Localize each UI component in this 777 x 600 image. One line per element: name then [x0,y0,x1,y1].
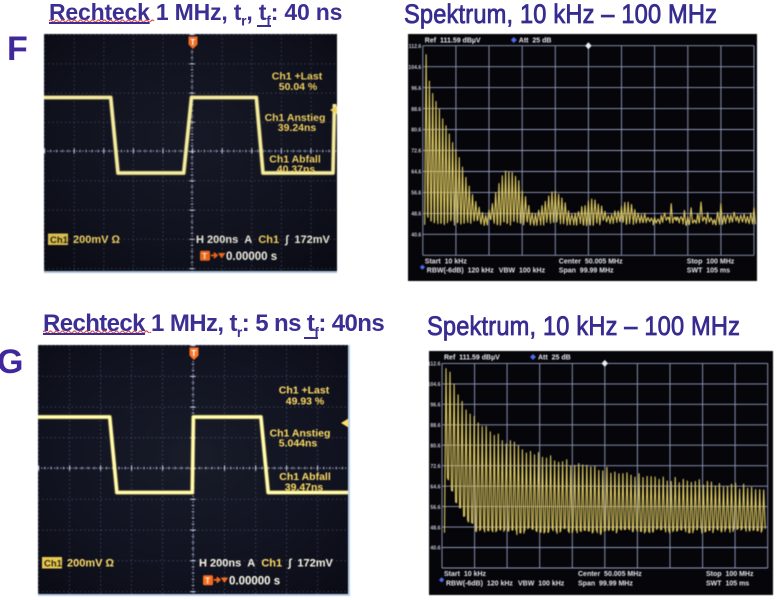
svg-text:48.6: 48.6 [430,525,440,531]
svg-text:40.6: 40.6 [430,546,440,552]
svg-text:RBW(-6dB) 120 kHz: RBW(-6dB) 120 kHz [446,580,513,587]
svg-text:5.044ns: 5.044ns [279,438,318,450]
svg-text:Center 50.005 MHz: Center 50.005 MHz [578,571,642,578]
svg-text:Span 99.99 MHz: Span 99.99 MHz [559,268,614,275]
svg-text:88.6: 88.6 [411,107,421,113]
svg-text:Start 10 kHz: Start 10 kHz [425,258,468,265]
svg-text:Ch1 Abfall: Ch1 Abfall [279,471,331,483]
svg-text:112.6: 112.6 [429,362,441,368]
svg-text:RBW(-6dB) 120 kHz: RBW(-6dB) 120 kHz [427,268,494,275]
svg-text:Ch1 Anstieg: Ch1 Anstieg [265,112,326,124]
svg-text:Center 50.005 MHz: Center 50.005 MHz [559,258,623,265]
svg-text:0.00000 s: 0.00000 s [229,576,280,588]
svg-text:T: T [191,349,196,358]
svg-text:39.24ns: 39.24ns [278,122,317,134]
svg-text:Stop 100 MHz: Stop 100 MHz [706,571,754,578]
svg-text:Start 10 kHz: Start 10 kHz [444,571,487,578]
svg-text:VBW 100 kHz: VBW 100 kHz [499,268,546,275]
svg-text:SWT 105 ms: SWT 105 ms [706,580,749,587]
svg-text:H 200ns A Ch1 ∫ 172mV: H 200ns A Ch1 ∫ 172mV [199,558,334,570]
svg-text:48.6: 48.6 [411,212,421,218]
svg-text:Stop 100 MHz: Stop 100 MHz [687,258,735,265]
svg-text:39.47ns: 39.47ns [285,482,324,494]
svg-text:Span 99.99 MHz: Span 99.99 MHz [578,580,633,587]
svg-text:VBW 100 kHz: VBW 100 kHz [518,580,565,587]
svg-text:T: T [202,251,208,261]
svg-text:56.6: 56.6 [411,191,421,197]
svg-text:Ch1 +Last: Ch1 +Last [272,71,323,83]
svg-text:80.6: 80.6 [411,128,421,134]
svg-text:Ch1: Ch1 [50,235,69,246]
svg-text:H 200ns A Ch1 ∫ 172mV: H 200ns A Ch1 ∫ 172mV [196,234,331,246]
svg-text:40.6: 40.6 [411,233,421,239]
svg-text:Ch1: Ch1 [44,559,63,570]
svg-text:Ch1 Abfall: Ch1 Abfall [269,154,321,166]
svg-text:200mV Ω: 200mV Ω [67,558,115,570]
svg-text:56.6: 56.6 [430,505,440,511]
svg-text:50.04 %: 50.04 % [279,81,318,93]
svg-text:72.6: 72.6 [430,464,440,470]
svg-text:104.6: 104.6 [429,382,441,388]
svg-text:200mV Ω: 200mV Ω [73,234,121,246]
svg-text:Ref 111.59 dBµV: Ref 111.59 dBµV [444,355,500,362]
svg-text:40.37ns: 40.37ns [277,164,316,176]
svg-text:49.93 %: 49.93 % [286,396,325,408]
svg-text:SWT 105 ms: SWT 105 ms [687,268,730,275]
svg-text:Ch1 Anstieg: Ch1 Anstieg [270,428,331,440]
svg-text:64.6: 64.6 [430,484,440,490]
svg-text:Ref 111.59 dBµV: Ref 111.59 dBµV [425,38,481,45]
svg-text:104.6: 104.6 [408,65,421,71]
svg-text:T: T [205,576,211,586]
svg-text:Att 25 dB: Att 25 dB [519,38,552,45]
svg-text:96.6: 96.6 [430,403,440,409]
svg-text:96.6: 96.6 [411,86,421,92]
svg-text:64.6: 64.6 [411,170,421,176]
svg-text:72.6: 72.6 [411,149,421,155]
svg-text:88.6: 88.6 [430,423,440,429]
svg-text:112.6: 112.6 [409,44,422,50]
svg-text:0.00000 s: 0.00000 s [226,251,277,263]
svg-text:T: T [190,38,195,47]
svg-text:80.6: 80.6 [430,443,440,449]
svg-text:Ch1 +Last: Ch1 +Last [279,385,330,397]
svg-text:Att 25 dB: Att 25 dB [538,355,571,362]
